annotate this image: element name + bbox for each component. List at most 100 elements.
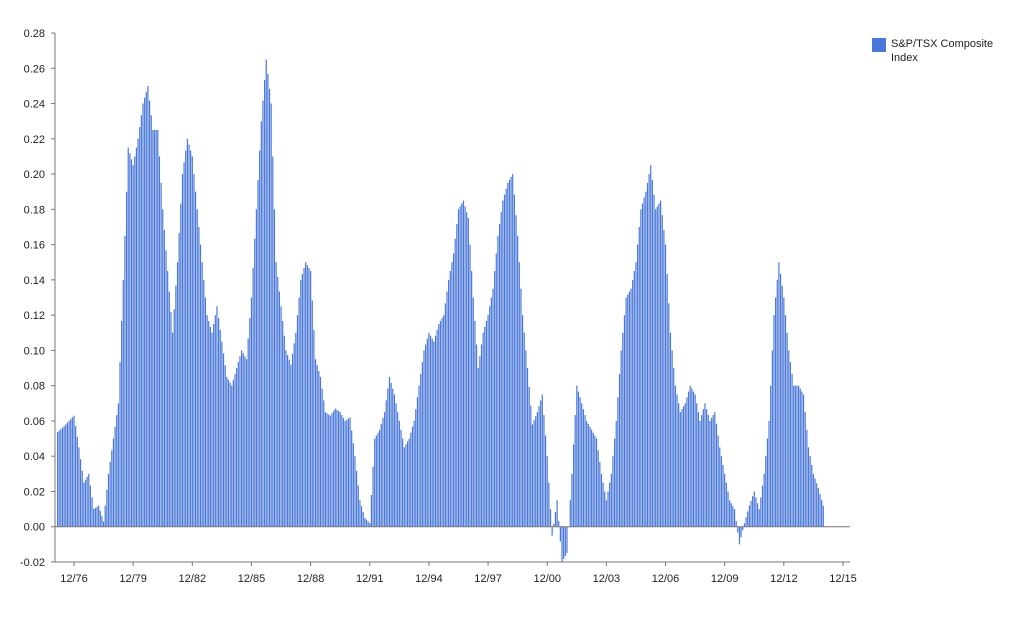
bar: [783, 297, 785, 527]
bar: [572, 444, 575, 527]
bar: [86, 476, 88, 527]
legend-label: S&P/TSX Composite Index: [891, 38, 994, 64]
bar: [706, 409, 708, 527]
bar: [627, 294, 629, 527]
bar: [658, 203, 660, 527]
bar: [775, 297, 777, 527]
bar: [393, 394, 396, 527]
bar: [244, 356, 246, 527]
bar: [224, 365, 226, 527]
bar: [526, 368, 529, 527]
bar: [531, 424, 534, 527]
bar: [298, 297, 300, 527]
bar: [318, 370, 320, 527]
bar: [699, 420, 701, 527]
bar: [752, 496, 754, 527]
y-tick-label: 0.08: [24, 381, 45, 393]
bar: [314, 359, 317, 527]
bar: [425, 344, 427, 527]
bar: [278, 291, 280, 527]
bar: [362, 512, 364, 527]
bar: [193, 174, 195, 527]
bar: [331, 413, 333, 527]
bar: [474, 321, 476, 527]
bar: [745, 517, 747, 527]
bar: [553, 523, 555, 527]
bar: [167, 271, 169, 527]
bar: [259, 150, 261, 527]
bar: [779, 273, 782, 527]
bar: [471, 271, 473, 527]
bar: [686, 397, 688, 527]
bar: [415, 409, 417, 527]
bar: [342, 417, 345, 527]
bar: [142, 103, 144, 527]
bar: [234, 373, 236, 527]
bar: [540, 400, 542, 527]
bar: [290, 364, 292, 527]
bar: [712, 415, 714, 527]
bar: [727, 491, 729, 527]
bar: [661, 215, 663, 527]
bar: [370, 494, 373, 527]
bar: [807, 447, 810, 527]
bar: [148, 100, 151, 527]
bar: [549, 509, 552, 527]
bar: [390, 382, 392, 527]
bar: [303, 268, 305, 527]
bar: [282, 321, 284, 527]
x-axis: 12/76 12/79 12/82 12/85 12/88 12/91 12/94 12/97…: [60, 562, 857, 585]
x-tick-label: 12/15: [829, 573, 857, 585]
bar: [232, 379, 234, 527]
bar: [196, 209, 198, 527]
bar: [433, 341, 435, 527]
bar: [311, 300, 313, 527]
bar: [456, 224, 458, 527]
bar: [689, 385, 691, 527]
bar: [707, 415, 709, 527]
bar: [418, 385, 420, 527]
bar: [628, 291, 630, 527]
bar: [106, 489, 108, 527]
bar: [93, 509, 95, 527]
bar: [305, 262, 307, 527]
bar: [191, 156, 193, 527]
bar: [194, 191, 197, 527]
bar: [448, 279, 450, 527]
bar: [439, 321, 442, 527]
bar: [679, 412, 681, 527]
bar: [339, 412, 341, 527]
bar: [773, 315, 775, 527]
bar: [622, 332, 624, 527]
bar: [206, 315, 208, 527]
bar: [213, 323, 215, 527]
bar: [620, 350, 622, 527]
bar: [254, 238, 256, 527]
bar: [637, 244, 639, 527]
x-tick-label: 12/76: [60, 573, 88, 585]
bar: [796, 385, 798, 527]
bar: [221, 341, 223, 527]
bar: [171, 332, 174, 527]
bar: [104, 505, 106, 527]
bar: [761, 485, 764, 527]
bar: [388, 376, 391, 527]
bar: [502, 200, 504, 527]
bar: [382, 417, 384, 527]
bar: [563, 526, 565, 560]
bar: [98, 505, 100, 527]
bar: [587, 423, 589, 527]
bar: [397, 412, 399, 527]
bar: [804, 412, 806, 527]
bar: [168, 291, 170, 527]
bar: [469, 244, 471, 527]
bar: [656, 206, 658, 527]
bar: [720, 456, 723, 527]
bar: [190, 150, 192, 527]
bar: [821, 499, 823, 527]
bar: [462, 200, 465, 527]
bar: [581, 403, 583, 527]
bar: [730, 503, 732, 527]
bar: [500, 212, 502, 527]
bar: [556, 500, 558, 527]
